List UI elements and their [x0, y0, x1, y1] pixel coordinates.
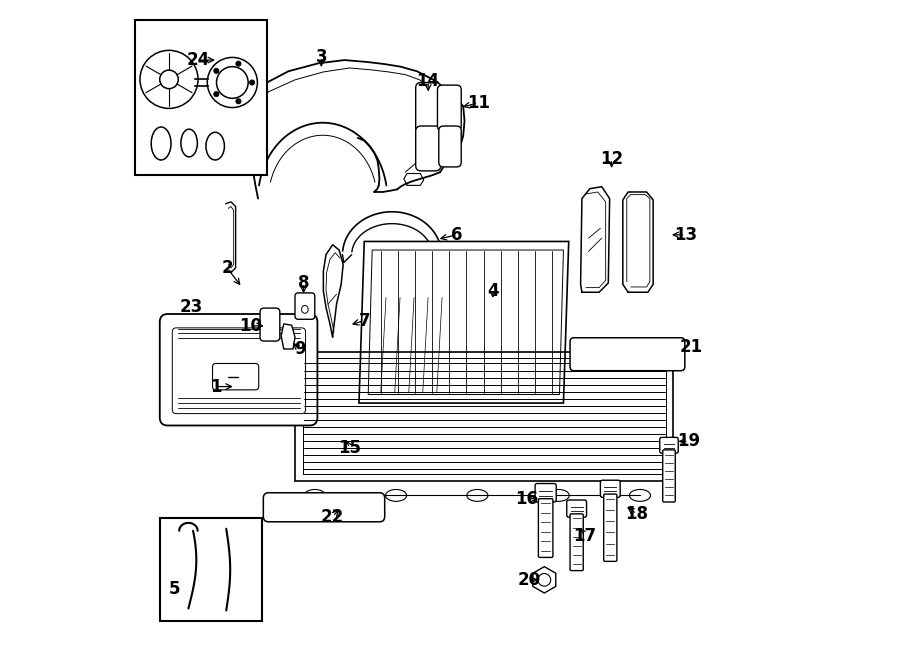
Text: 9: 9 [293, 340, 305, 358]
Text: 3: 3 [316, 48, 328, 65]
FancyBboxPatch shape [212, 364, 258, 390]
FancyBboxPatch shape [538, 498, 553, 557]
FancyBboxPatch shape [567, 500, 587, 517]
Text: 21: 21 [680, 338, 702, 356]
Text: 17: 17 [573, 527, 597, 545]
Circle shape [213, 68, 219, 73]
Text: 22: 22 [321, 508, 344, 525]
Bar [160, 518, 262, 621]
Text: 12: 12 [600, 150, 623, 168]
FancyBboxPatch shape [604, 494, 617, 561]
FancyBboxPatch shape [416, 83, 441, 133]
FancyBboxPatch shape [536, 484, 556, 502]
FancyBboxPatch shape [264, 492, 384, 522]
FancyBboxPatch shape [660, 438, 679, 453]
Text: 11: 11 [467, 94, 490, 112]
Text: 5: 5 [168, 580, 180, 598]
FancyBboxPatch shape [662, 450, 675, 502]
Text: 15: 15 [338, 439, 361, 457]
Text: 18: 18 [626, 505, 648, 523]
Circle shape [236, 98, 241, 104]
Text: 8: 8 [298, 274, 310, 292]
Circle shape [249, 80, 255, 85]
Text: 2: 2 [221, 259, 233, 277]
Text: 4: 4 [487, 282, 499, 300]
Text: 24: 24 [186, 51, 210, 69]
Circle shape [236, 61, 241, 66]
Text: 13: 13 [674, 226, 697, 244]
Polygon shape [359, 241, 569, 403]
Text: 20: 20 [518, 571, 541, 589]
Text: 1: 1 [210, 377, 221, 395]
Circle shape [213, 91, 219, 97]
Polygon shape [281, 324, 295, 349]
FancyBboxPatch shape [437, 85, 461, 131]
Text: 7: 7 [358, 311, 370, 330]
FancyBboxPatch shape [295, 293, 315, 319]
Text: 14: 14 [417, 72, 440, 90]
FancyBboxPatch shape [416, 126, 441, 171]
Bar [135, 20, 266, 175]
Text: 16: 16 [516, 490, 539, 508]
FancyBboxPatch shape [160, 314, 318, 426]
FancyBboxPatch shape [570, 338, 685, 371]
FancyBboxPatch shape [260, 308, 280, 341]
Text: 6: 6 [451, 226, 463, 244]
Text: 19: 19 [677, 432, 700, 450]
FancyBboxPatch shape [439, 126, 461, 167]
Text: 10: 10 [239, 317, 262, 335]
FancyBboxPatch shape [600, 481, 620, 497]
Text: 23: 23 [180, 298, 203, 317]
FancyBboxPatch shape [570, 514, 583, 570]
